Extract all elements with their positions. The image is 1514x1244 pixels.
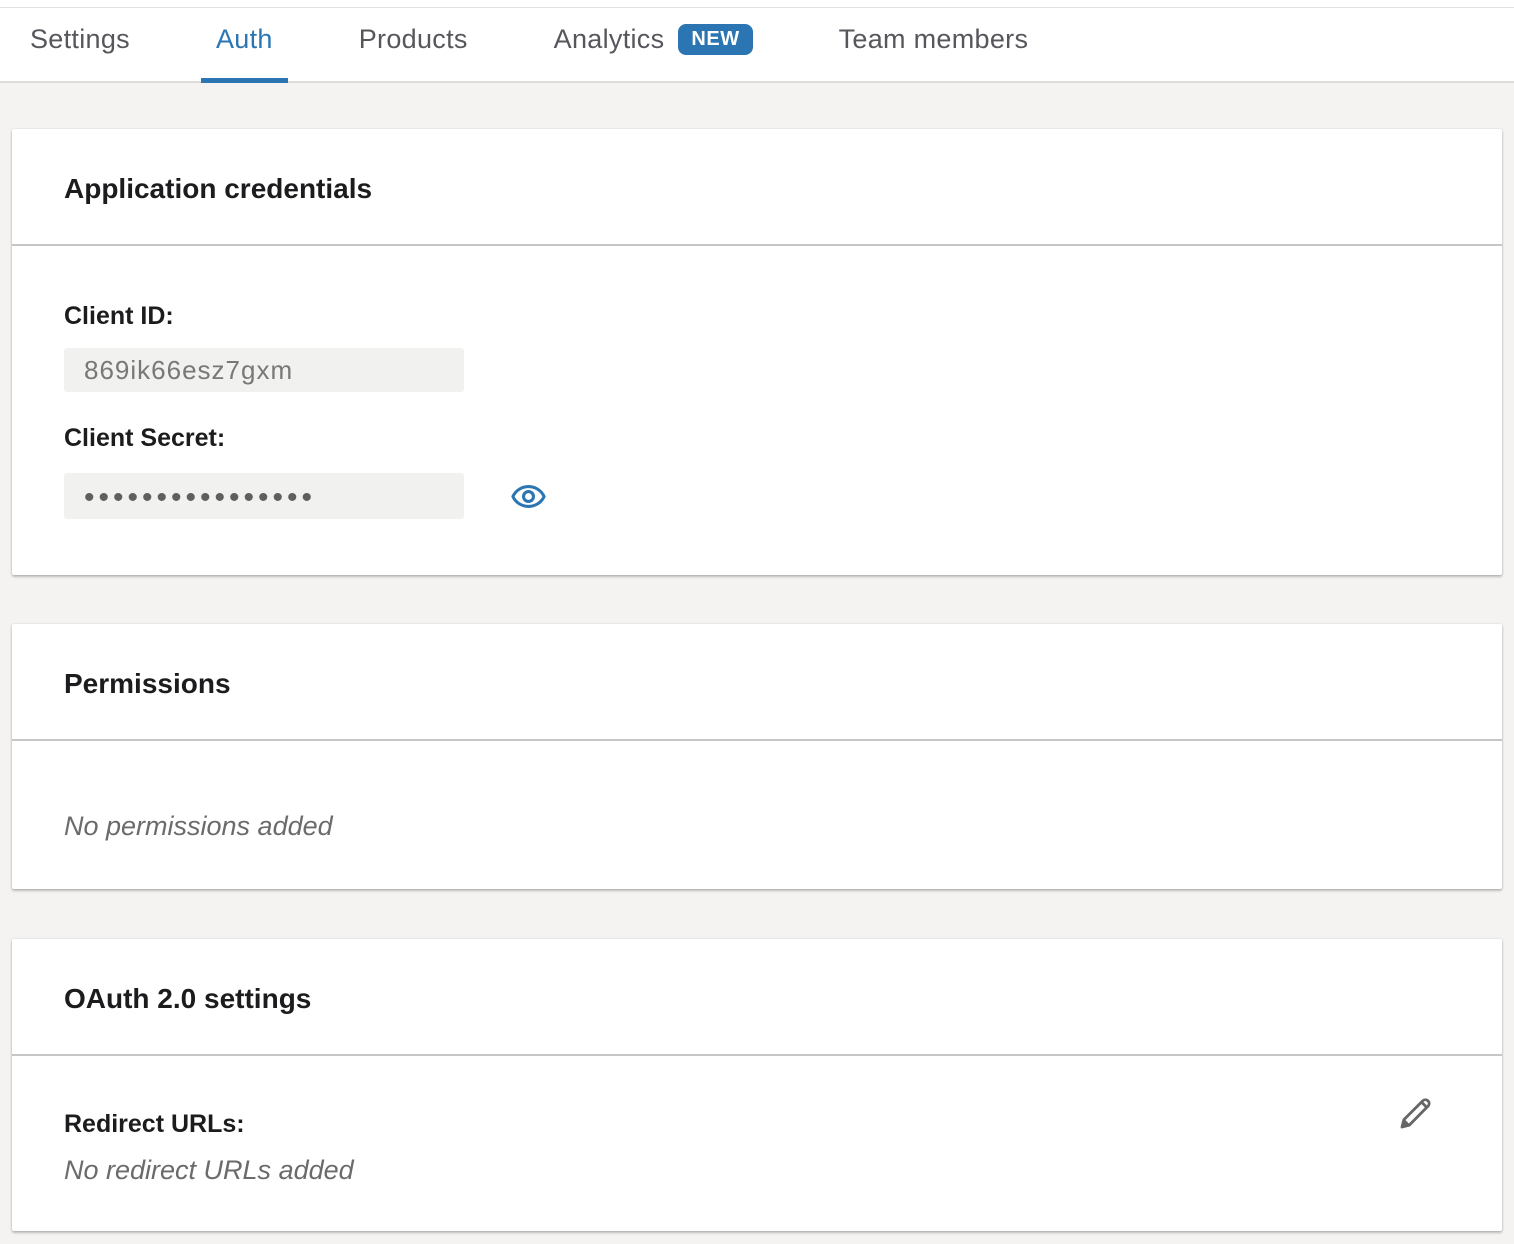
- main-content: Application credentials Client ID: 869ik…: [0, 129, 1514, 1231]
- tab-analytics[interactable]: Analytics NEW: [539, 0, 768, 83]
- oauth-settings-body: Redirect URLs: No redirect URLs added: [12, 1056, 1502, 1231]
- client-id-value: 869ik66esz7gxm: [84, 355, 294, 385]
- redirect-urls-empty-text: No redirect URLs added: [64, 1155, 354, 1185]
- redirect-urls-label: Redirect URLs:: [64, 1110, 245, 1138]
- tab-settings[interactable]: Settings: [15, 0, 145, 83]
- oauth-settings-title: OAuth 2.0 settings: [64, 983, 312, 1014]
- eye-icon: [510, 479, 546, 514]
- oauth-settings-card: OAuth 2.0 settings Redirect URLs: No red…: [12, 939, 1502, 1231]
- application-credentials-card: Application credentials Client ID: 869ik…: [12, 129, 1502, 575]
- show-secret-button[interactable]: [510, 478, 546, 514]
- tab-auth-label: Auth: [215, 23, 273, 54]
- oauth-settings-header: OAuth 2.0 settings: [12, 939, 1502, 1056]
- pencil-icon: [1396, 1093, 1436, 1133]
- client-id-field[interactable]: 869ik66esz7gxm: [64, 348, 464, 392]
- permissions-body: No permissions added: [12, 741, 1502, 889]
- application-credentials-title: Application credentials: [64, 173, 373, 204]
- tab-analytics-label: Analytics: [553, 23, 665, 54]
- client-secret-label: Client Secret:: [64, 424, 226, 452]
- client-secret-field[interactable]: ••••••••••••••••: [64, 473, 464, 519]
- permissions-empty-text: No permissions added: [64, 811, 333, 841]
- tab-auth[interactable]: Auth: [200, 0, 288, 83]
- tab-settings-label: Settings: [30, 23, 130, 54]
- client-id-label: Client ID:: [64, 302, 174, 330]
- application-credentials-body: Client ID: 869ik66esz7gxm Client Secret:…: [12, 246, 1502, 575]
- client-secret-masked-value: ••••••••••••••••: [84, 481, 317, 514]
- tab-team-members-label: Team members: [838, 23, 1029, 54]
- application-credentials-header: Application credentials: [12, 129, 1502, 246]
- tab-bar: Settings Auth Products Analytics NEW Tea…: [0, 0, 1514, 83]
- tab-products[interactable]: Products: [344, 0, 483, 83]
- permissions-title: Permissions: [64, 668, 231, 699]
- new-badge: NEW: [678, 23, 753, 55]
- permissions-card: Permissions No permissions added: [12, 624, 1502, 889]
- tab-team-members[interactable]: Team members: [824, 0, 1044, 83]
- tab-products-label: Products: [358, 23, 468, 54]
- edit-redirect-urls-button[interactable]: [1396, 1093, 1436, 1133]
- permissions-header: Permissions: [12, 624, 1502, 741]
- client-secret-row: ••••••••••••••••: [64, 473, 1450, 519]
